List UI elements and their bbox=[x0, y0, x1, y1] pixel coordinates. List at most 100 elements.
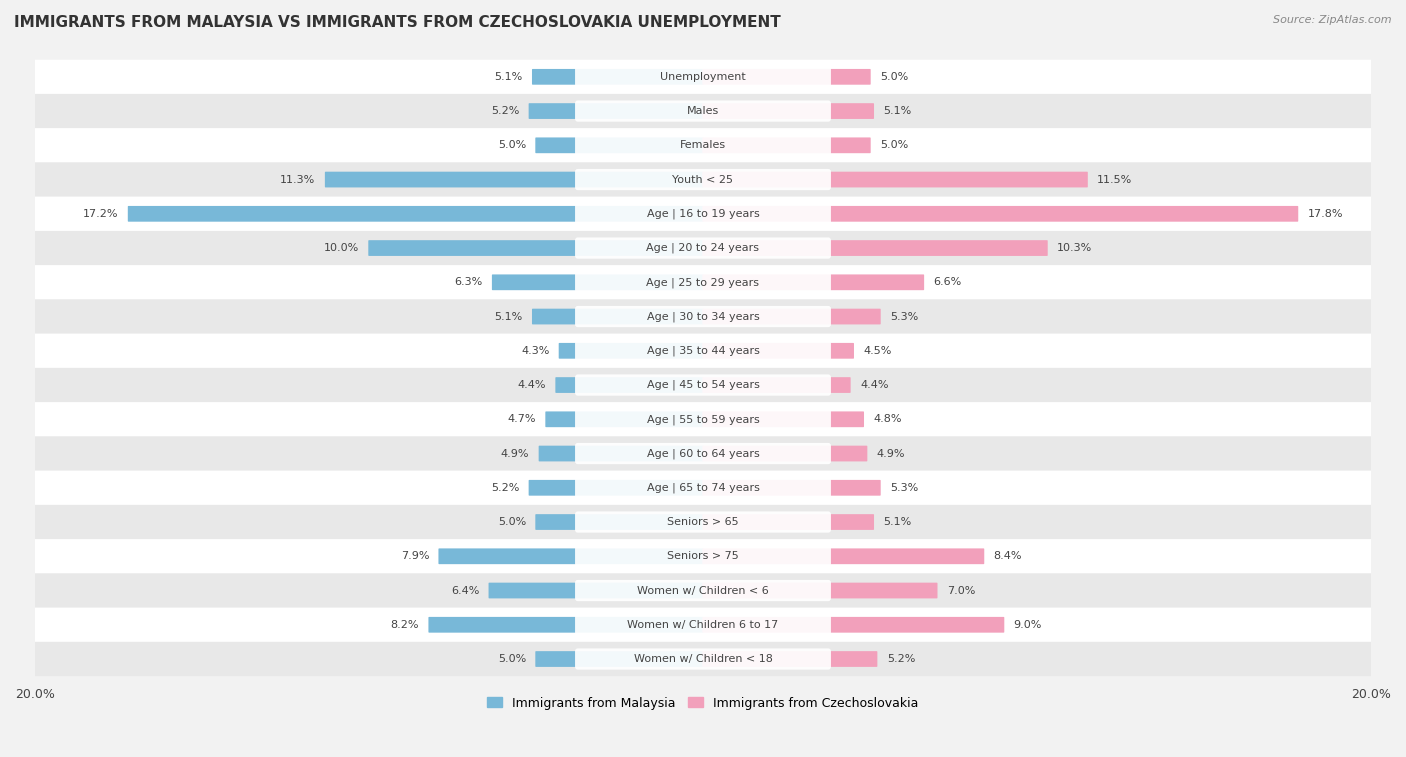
Text: 4.4%: 4.4% bbox=[517, 380, 546, 390]
FancyBboxPatch shape bbox=[35, 437, 1371, 471]
Text: Age | 45 to 54 years: Age | 45 to 54 years bbox=[647, 380, 759, 391]
FancyBboxPatch shape bbox=[35, 128, 1371, 163]
Text: IMMIGRANTS FROM MALAYSIA VS IMMIGRANTS FROM CZECHOSLOVAKIA UNEMPLOYMENT: IMMIGRANTS FROM MALAYSIA VS IMMIGRANTS F… bbox=[14, 15, 780, 30]
Text: 5.1%: 5.1% bbox=[495, 72, 523, 82]
Text: Seniors > 75: Seniors > 75 bbox=[666, 551, 740, 561]
Text: 5.1%: 5.1% bbox=[883, 106, 911, 116]
FancyBboxPatch shape bbox=[575, 443, 831, 464]
Text: 8.2%: 8.2% bbox=[391, 620, 419, 630]
Text: 5.0%: 5.0% bbox=[498, 654, 526, 664]
FancyBboxPatch shape bbox=[703, 480, 880, 496]
Text: 5.2%: 5.2% bbox=[887, 654, 915, 664]
FancyBboxPatch shape bbox=[703, 617, 1004, 633]
Text: 4.3%: 4.3% bbox=[522, 346, 550, 356]
FancyBboxPatch shape bbox=[35, 539, 1371, 573]
FancyBboxPatch shape bbox=[35, 505, 1371, 539]
Text: 5.0%: 5.0% bbox=[498, 517, 526, 527]
FancyBboxPatch shape bbox=[35, 573, 1371, 608]
Text: 4.7%: 4.7% bbox=[508, 414, 536, 424]
FancyBboxPatch shape bbox=[429, 617, 703, 633]
FancyBboxPatch shape bbox=[703, 206, 1298, 222]
FancyBboxPatch shape bbox=[492, 275, 703, 290]
FancyBboxPatch shape bbox=[575, 306, 831, 327]
Text: Unemployment: Unemployment bbox=[661, 72, 745, 82]
FancyBboxPatch shape bbox=[575, 272, 831, 293]
FancyBboxPatch shape bbox=[35, 60, 1371, 94]
FancyBboxPatch shape bbox=[703, 548, 984, 564]
Text: 5.1%: 5.1% bbox=[495, 312, 523, 322]
Text: 7.9%: 7.9% bbox=[401, 551, 429, 561]
FancyBboxPatch shape bbox=[128, 206, 703, 222]
FancyBboxPatch shape bbox=[703, 240, 1047, 256]
FancyBboxPatch shape bbox=[536, 651, 703, 667]
FancyBboxPatch shape bbox=[575, 512, 831, 533]
Text: 6.6%: 6.6% bbox=[934, 277, 962, 288]
Text: Age | 16 to 19 years: Age | 16 to 19 years bbox=[647, 209, 759, 219]
FancyBboxPatch shape bbox=[35, 94, 1371, 128]
FancyBboxPatch shape bbox=[703, 583, 938, 598]
FancyBboxPatch shape bbox=[558, 343, 703, 359]
FancyBboxPatch shape bbox=[575, 614, 831, 635]
FancyBboxPatch shape bbox=[538, 446, 703, 462]
FancyBboxPatch shape bbox=[325, 172, 703, 188]
FancyBboxPatch shape bbox=[529, 480, 703, 496]
FancyBboxPatch shape bbox=[536, 138, 703, 153]
FancyBboxPatch shape bbox=[703, 377, 851, 393]
Text: 5.1%: 5.1% bbox=[883, 517, 911, 527]
Text: Age | 25 to 29 years: Age | 25 to 29 years bbox=[647, 277, 759, 288]
Text: Age | 20 to 24 years: Age | 20 to 24 years bbox=[647, 243, 759, 254]
Text: Women w/ Children 6 to 17: Women w/ Children 6 to 17 bbox=[627, 620, 779, 630]
FancyBboxPatch shape bbox=[575, 649, 831, 670]
FancyBboxPatch shape bbox=[35, 265, 1371, 300]
FancyBboxPatch shape bbox=[703, 651, 877, 667]
Text: 11.5%: 11.5% bbox=[1097, 175, 1132, 185]
FancyBboxPatch shape bbox=[488, 583, 703, 598]
FancyBboxPatch shape bbox=[703, 309, 880, 325]
FancyBboxPatch shape bbox=[575, 409, 831, 430]
FancyBboxPatch shape bbox=[575, 375, 831, 396]
FancyBboxPatch shape bbox=[703, 514, 875, 530]
Text: 6.4%: 6.4% bbox=[451, 585, 479, 596]
FancyBboxPatch shape bbox=[546, 411, 703, 427]
Text: 11.3%: 11.3% bbox=[280, 175, 315, 185]
Text: Age | 55 to 59 years: Age | 55 to 59 years bbox=[647, 414, 759, 425]
FancyBboxPatch shape bbox=[575, 340, 831, 361]
FancyBboxPatch shape bbox=[703, 69, 870, 85]
FancyBboxPatch shape bbox=[35, 300, 1371, 334]
Text: Age | 60 to 64 years: Age | 60 to 64 years bbox=[647, 448, 759, 459]
FancyBboxPatch shape bbox=[35, 163, 1371, 197]
FancyBboxPatch shape bbox=[575, 203, 831, 224]
FancyBboxPatch shape bbox=[575, 135, 831, 156]
FancyBboxPatch shape bbox=[368, 240, 703, 256]
Text: 6.3%: 6.3% bbox=[454, 277, 482, 288]
Text: Seniors > 65: Seniors > 65 bbox=[668, 517, 738, 527]
Text: 5.0%: 5.0% bbox=[880, 72, 908, 82]
FancyBboxPatch shape bbox=[555, 377, 703, 393]
Text: 8.4%: 8.4% bbox=[994, 551, 1022, 561]
FancyBboxPatch shape bbox=[536, 514, 703, 530]
Text: 5.0%: 5.0% bbox=[880, 140, 908, 151]
FancyBboxPatch shape bbox=[703, 446, 868, 462]
Text: 10.3%: 10.3% bbox=[1057, 243, 1092, 253]
Text: 9.0%: 9.0% bbox=[1014, 620, 1042, 630]
FancyBboxPatch shape bbox=[575, 580, 831, 601]
Text: 7.0%: 7.0% bbox=[946, 585, 976, 596]
FancyBboxPatch shape bbox=[35, 334, 1371, 368]
Text: Women w/ Children < 6: Women w/ Children < 6 bbox=[637, 585, 769, 596]
FancyBboxPatch shape bbox=[531, 69, 703, 85]
Text: Source: ZipAtlas.com: Source: ZipAtlas.com bbox=[1274, 15, 1392, 25]
Text: 5.2%: 5.2% bbox=[491, 483, 519, 493]
FancyBboxPatch shape bbox=[529, 103, 703, 119]
FancyBboxPatch shape bbox=[35, 197, 1371, 231]
FancyBboxPatch shape bbox=[703, 172, 1088, 188]
Text: 5.3%: 5.3% bbox=[890, 483, 918, 493]
Text: 4.4%: 4.4% bbox=[860, 380, 889, 390]
Text: 17.8%: 17.8% bbox=[1308, 209, 1343, 219]
FancyBboxPatch shape bbox=[575, 101, 831, 122]
Text: 5.2%: 5.2% bbox=[491, 106, 519, 116]
FancyBboxPatch shape bbox=[703, 343, 853, 359]
Text: Females: Females bbox=[681, 140, 725, 151]
FancyBboxPatch shape bbox=[703, 275, 924, 290]
FancyBboxPatch shape bbox=[703, 103, 875, 119]
FancyBboxPatch shape bbox=[35, 471, 1371, 505]
